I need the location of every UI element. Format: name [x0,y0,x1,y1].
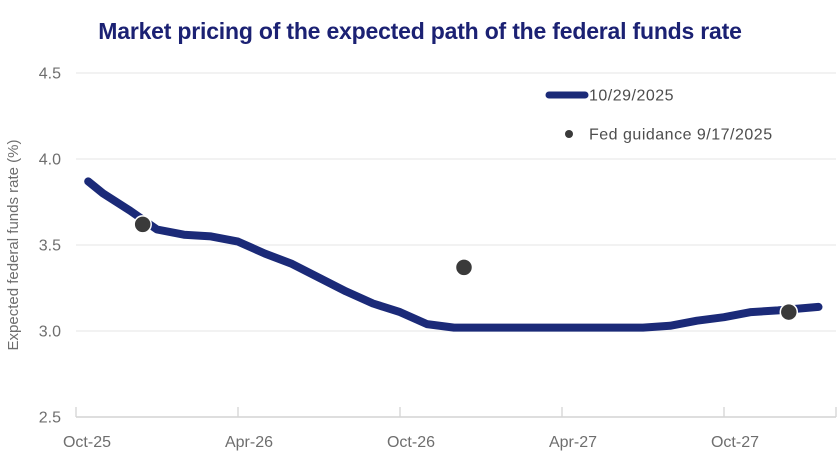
legend-label-market-pricing: 10/29/2025 [589,88,674,105]
x-tick-label: Oct-25 [63,434,111,451]
y-tick-label: 4.0 [39,152,61,169]
x-tick-label: Oct-26 [387,434,435,451]
rate-path-line [84,177,823,332]
fed-guidance-dot [133,215,152,234]
y-axis-title: Expected federal funds rate (%) [5,140,22,351]
fed-guidance-dot [779,302,799,322]
y-tick-label: 3.5 [39,238,61,255]
y-tick-label: 4.5 [39,66,61,83]
y-tick-label: 3.0 [39,324,61,341]
fed-guidance-dot [454,258,474,277]
legend-dot-swatch [565,130,573,138]
x-tick-label: Oct-27 [711,434,759,451]
x-tick-label: Apr-26 [225,434,273,451]
legend-label-fed-guidance: Fed guidance 9/17/2025 [589,127,773,144]
x-tick-label: Apr-27 [549,434,597,451]
y-tick-label: 2.5 [39,410,61,427]
chart-title: Market pricing of the expected path of t… [98,18,742,44]
